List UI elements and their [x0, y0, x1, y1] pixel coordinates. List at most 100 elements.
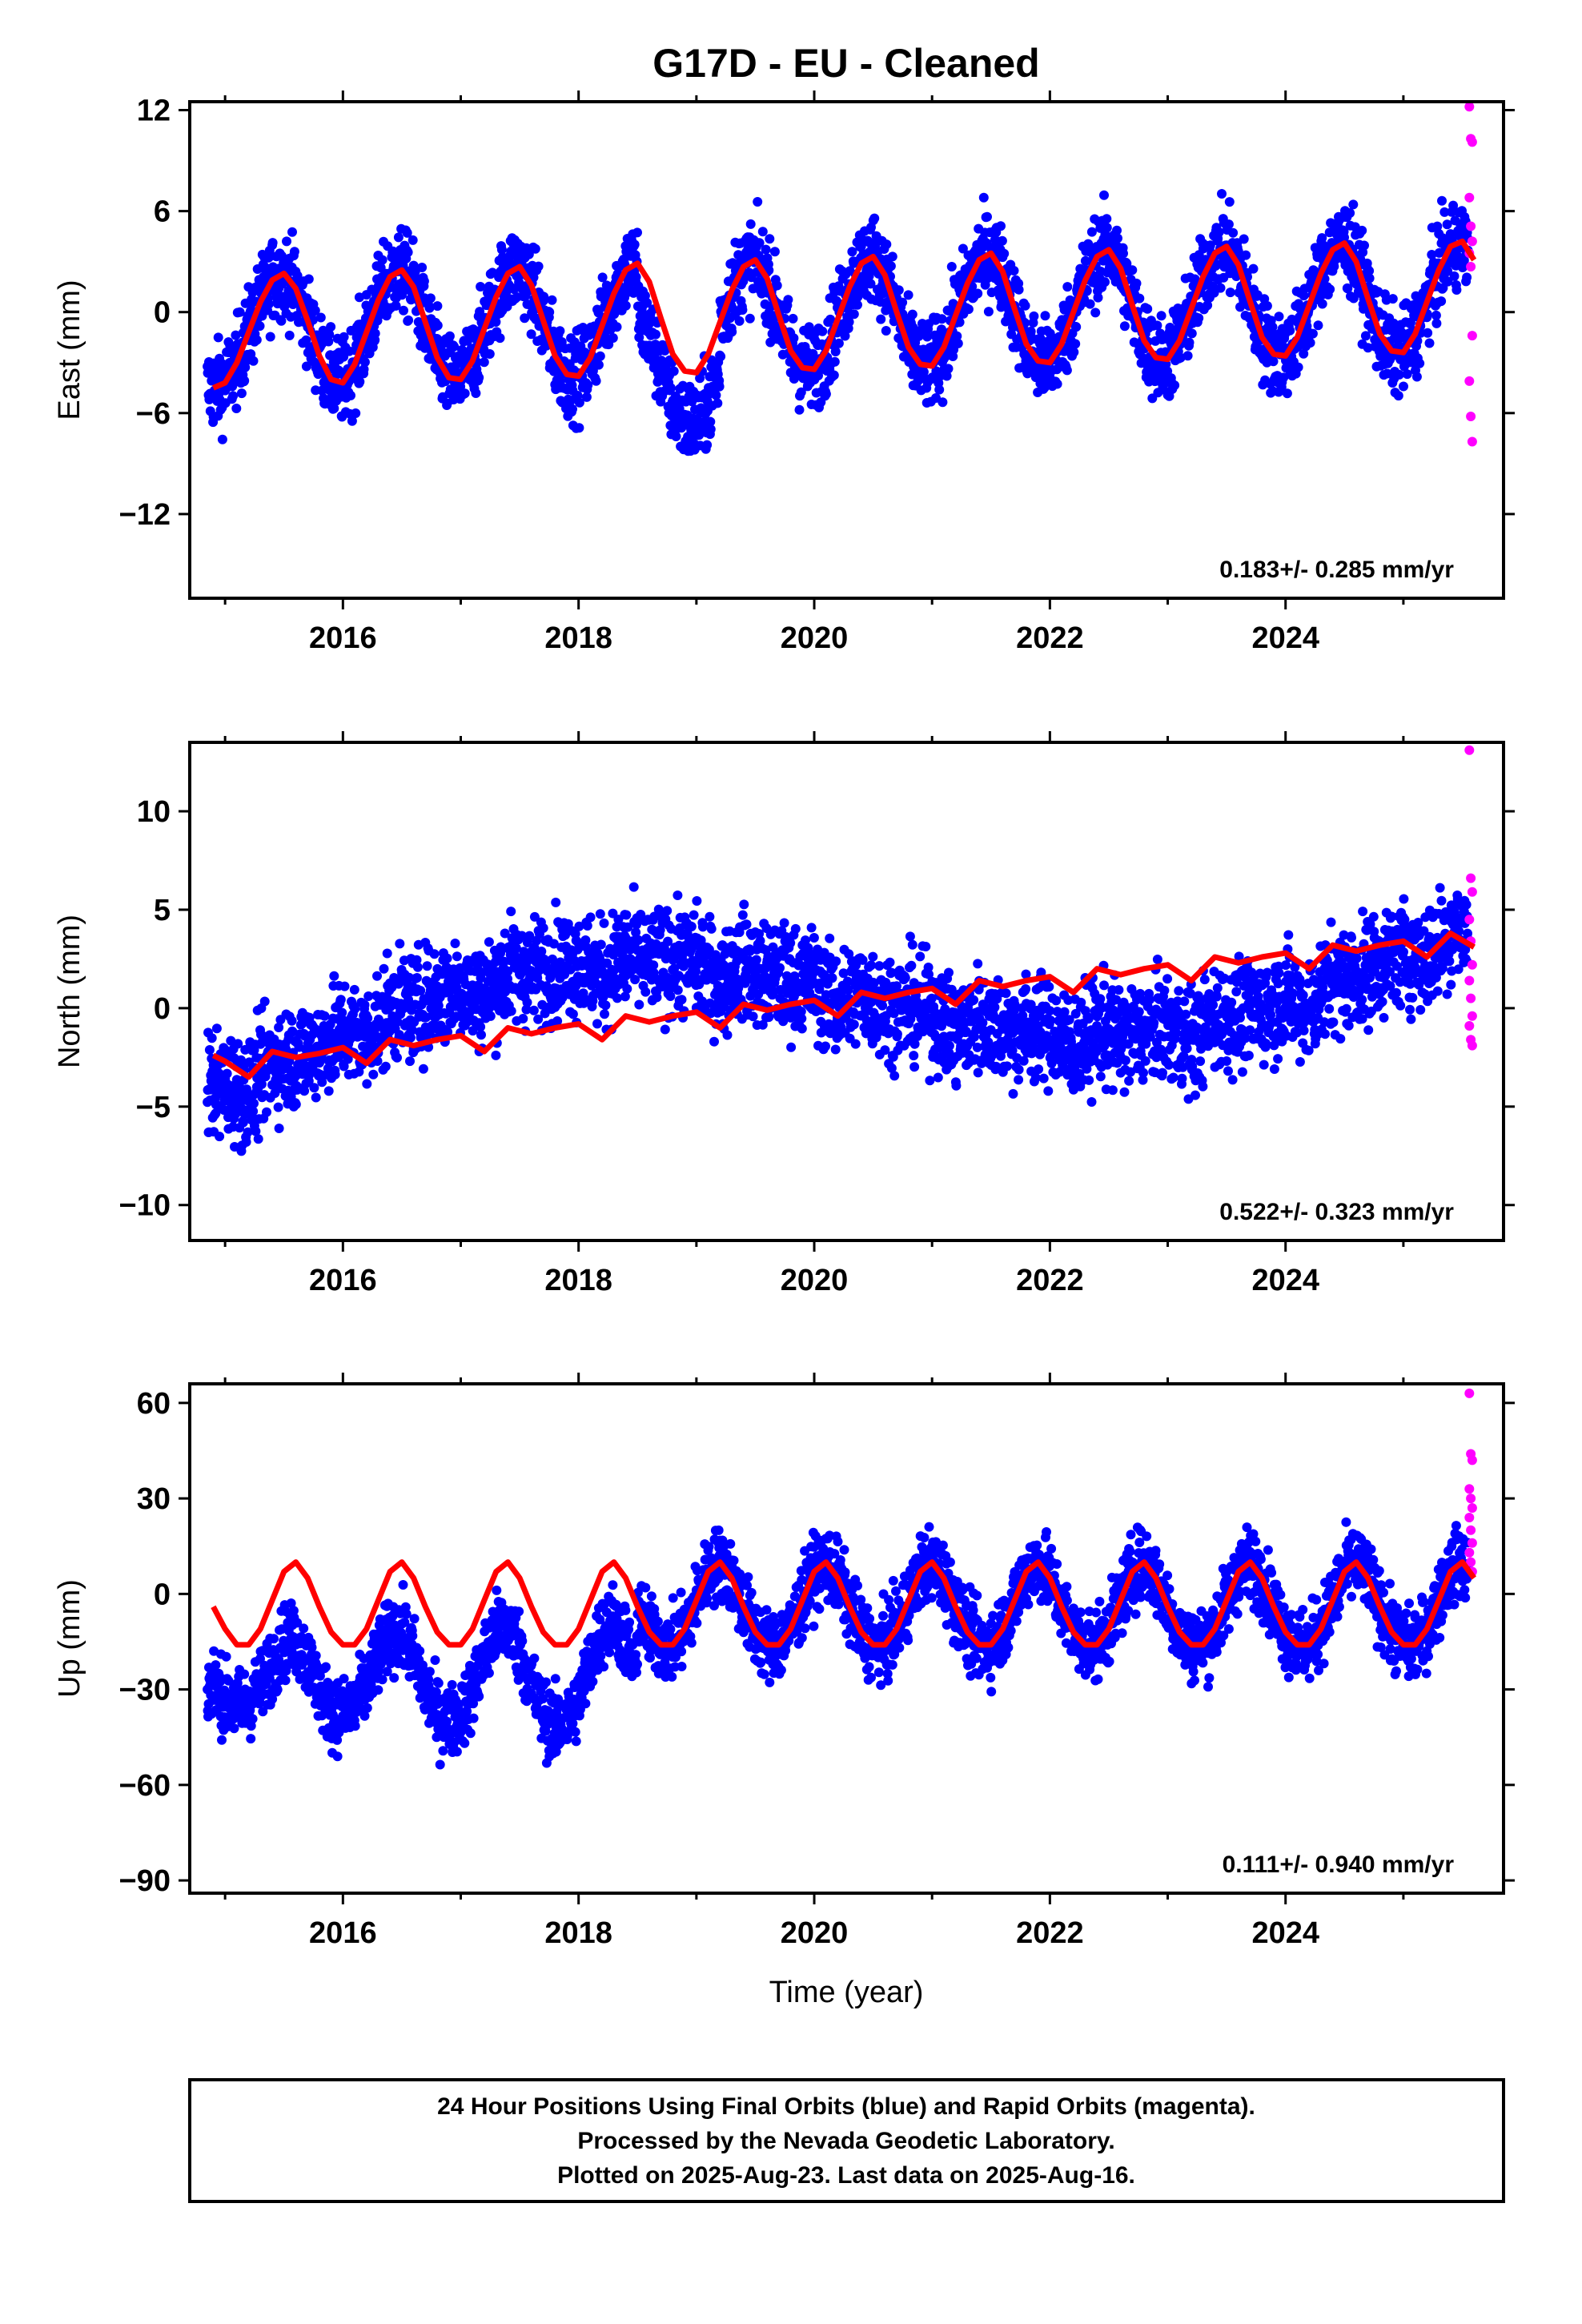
- final-orbit-point: [392, 1052, 402, 1063]
- final-orbit-point: [551, 897, 561, 907]
- final-orbit-point: [363, 1013, 373, 1023]
- final-orbit-point: [709, 1036, 719, 1047]
- final-orbit-point: [825, 314, 836, 324]
- final-orbit-point: [251, 1126, 261, 1136]
- final-orbit-point: [276, 316, 287, 326]
- final-orbit-point: [1436, 296, 1447, 307]
- final-orbit-point: [433, 1000, 444, 1011]
- final-orbit-point: [796, 387, 806, 397]
- final-orbit-point: [745, 313, 755, 324]
- final-orbit-point: [309, 1083, 319, 1093]
- final-orbit-point: [1364, 266, 1375, 276]
- final-orbit-point: [778, 1016, 789, 1027]
- final-orbit-point: [233, 1039, 243, 1049]
- final-orbit-point: [1462, 272, 1472, 283]
- final-orbit-point: [1364, 273, 1375, 283]
- final-orbit-point: [847, 247, 857, 257]
- final-orbit-point: [503, 966, 513, 976]
- final-orbit-point: [765, 234, 775, 244]
- final-orbit-point: [640, 291, 650, 301]
- final-orbit-point: [1040, 311, 1050, 321]
- final-orbit-point: [591, 376, 601, 386]
- final-orbit-point: [484, 937, 494, 947]
- final-orbit-point: [634, 332, 644, 343]
- final-orbit-point: [533, 1014, 544, 1024]
- final-orbit-point: [741, 919, 752, 930]
- x-tick-label: 2016: [309, 621, 377, 655]
- y-axis-label: East (mm): [53, 279, 86, 420]
- rapid-orbit-point: [1467, 331, 1477, 341]
- final-orbit-point: [568, 404, 577, 414]
- final-orbit-point: [631, 271, 641, 282]
- final-orbit-point: [412, 955, 422, 965]
- final-orbit-point: [274, 1124, 284, 1133]
- final-orbit-point: [677, 995, 687, 1005]
- final-orbit-point: [958, 243, 968, 254]
- final-orbit-point: [1293, 362, 1303, 372]
- final-orbit-point: [1113, 233, 1122, 243]
- final-orbit-point: [1184, 337, 1195, 348]
- final-orbit-point: [1437, 195, 1447, 206]
- final-orbit-point: [235, 307, 245, 317]
- final-orbit-point: [363, 991, 374, 1001]
- final-orbit-point: [1359, 240, 1369, 251]
- final-orbit-point: [1127, 265, 1138, 275]
- final-orbit-point: [1029, 311, 1039, 321]
- final-orbit-point: [840, 331, 850, 341]
- final-orbit-point: [751, 955, 761, 965]
- final-orbit-point: [287, 227, 297, 237]
- final-orbit-point: [907, 309, 917, 320]
- final-orbit-point: [229, 377, 239, 388]
- final-orbit-point: [1424, 338, 1435, 348]
- final-orbit-point: [1223, 219, 1234, 230]
- final-orbit-point: [665, 383, 676, 393]
- final-orbit-point: [217, 434, 227, 444]
- final-orbit-point: [830, 347, 841, 356]
- final-orbit-point: [310, 305, 320, 316]
- plot-area-east: [203, 102, 1477, 456]
- final-orbit-point: [204, 1045, 215, 1055]
- final-orbit-point: [476, 282, 486, 292]
- final-orbit-point: [231, 404, 242, 413]
- final-orbit-point: [581, 392, 592, 402]
- final-orbit-point: [772, 280, 782, 291]
- final-orbit-point: [1241, 250, 1251, 260]
- final-orbit-point: [739, 899, 749, 910]
- final-orbit-point: [1405, 317, 1415, 328]
- final-orbit-point: [612, 322, 622, 332]
- final-orbit-point: [651, 329, 661, 340]
- final-orbit-point: [370, 328, 380, 339]
- final-orbit-point: [339, 332, 349, 342]
- final-orbit-point: [1449, 271, 1460, 281]
- final-orbit-point: [408, 235, 418, 245]
- final-orbit-point: [1325, 284, 1335, 295]
- final-orbit-point: [323, 336, 334, 347]
- final-orbit-point: [595, 909, 605, 919]
- final-orbit-point: [1387, 294, 1398, 304]
- final-orbit-point: [669, 366, 679, 376]
- y-tick-label: −6: [136, 397, 171, 431]
- final-orbit-point: [253, 1134, 263, 1144]
- plot-area-north: [203, 745, 1477, 1156]
- final-orbit-point: [897, 297, 908, 308]
- final-orbit-point: [495, 333, 505, 344]
- final-orbit-point: [1062, 365, 1072, 376]
- final-orbit-point: [1071, 322, 1082, 332]
- final-orbit-point: [1228, 227, 1239, 238]
- final-orbit-point: [1274, 312, 1284, 322]
- final-orbit-point: [733, 983, 744, 993]
- final-orbit-point: [443, 1027, 453, 1037]
- final-orbit-point: [520, 313, 530, 324]
- final-orbit-point: [1317, 233, 1327, 243]
- final-orbit-point: [289, 247, 299, 257]
- final-orbit-point: [982, 211, 992, 222]
- final-orbit-point: [673, 985, 683, 995]
- final-orbit-point: [422, 961, 432, 971]
- x-tick-label: 2022: [1016, 621, 1084, 655]
- final-orbit-point: [1268, 356, 1279, 367]
- final-orbit-point: [259, 996, 270, 1007]
- final-orbit-point: [620, 991, 630, 1002]
- final-orbit-point: [1262, 301, 1272, 311]
- plot-frame: [188, 100, 1505, 600]
- final-orbit-point: [533, 261, 544, 271]
